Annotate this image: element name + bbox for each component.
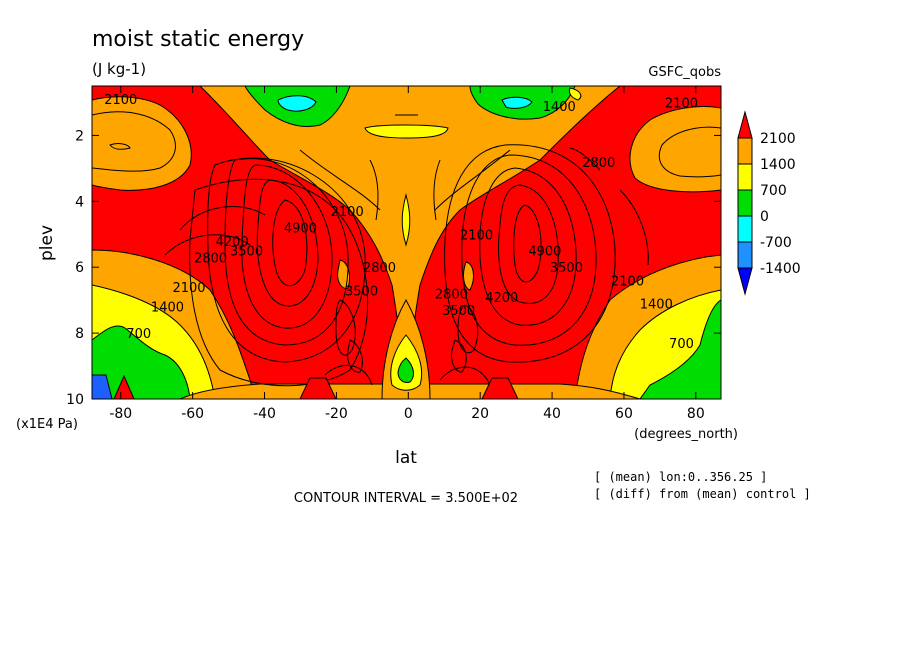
contour-label: 2100 (460, 228, 493, 243)
contour-lines-right (439, 144, 649, 386)
contour-label: 4200 (485, 291, 518, 306)
model-label: GSFC_qobs (648, 65, 721, 80)
x-tick-label: 40 (543, 406, 561, 422)
contour-labels: 2100 210014002800490021004200350028002100… (104, 93, 698, 352)
colorbar-label: -1400 (760, 261, 801, 277)
y-tick-label: 10 (66, 392, 84, 408)
contour-label: 3500 (550, 261, 583, 276)
y-tick-label: 2 (75, 128, 84, 144)
colorbar: 2100 1400 700 0 -700 -1400 (737, 110, 801, 296)
fill-orange-pocket-right (462, 261, 474, 291)
contour-label: 1400 (543, 100, 576, 115)
note-mean-lon: [ (mean) lon:0..356.25 ] (594, 470, 767, 484)
fill-upper-left-orange (92, 96, 192, 191)
x-tick-label: 0 (404, 406, 413, 422)
colorbar-label: 0 (760, 209, 769, 225)
contour-label: 2100 (172, 281, 205, 296)
colorbar-swatch (737, 241, 753, 269)
colorbar-arrow-bottom (737, 267, 753, 296)
contour-lines-left (164, 157, 373, 387)
fill-lower-left-redtip (113, 374, 135, 399)
contour-label: 4200 (216, 235, 249, 250)
y-axis-label: plev (37, 225, 57, 261)
contour-label: 2800 (582, 156, 615, 171)
contour-label: 4900 (284, 222, 317, 237)
note-diff-control: [ (diff) from (mean) control ] (594, 487, 811, 501)
colorbar-swatch (737, 137, 753, 165)
fill-surface-red-tri-1 (299, 377, 337, 399)
fill-lower-left-blue (92, 374, 113, 399)
fill-lower-right-green (639, 299, 721, 399)
fill-top-left-cyan (277, 95, 317, 112)
colorbar-arrow-top (737, 110, 753, 139)
contour-label: 2100 (104, 93, 137, 108)
x-tick-label: -40 (253, 406, 276, 422)
contour-interval-text: CONTOUR INTERVAL = 3.500E+02 (294, 491, 518, 506)
chart-units: (J kg-1) (92, 60, 146, 78)
colorbar-swatch (737, 215, 753, 243)
colorbar-label: 700 (760, 183, 787, 199)
contour-label: 1400 (640, 297, 673, 312)
fill-top-right-cyan (501, 96, 533, 109)
y-axis-units: (x1E4 Pa) (16, 417, 78, 432)
contour-label: 2100 (665, 96, 698, 111)
contour-label: 3500 (345, 284, 378, 299)
contour-label: 700 (669, 337, 694, 352)
chart-title: moist static energy (92, 27, 304, 52)
colorbar-swatch (737, 189, 753, 217)
contour-label: 700 (126, 327, 151, 342)
y-tick-label: 6 (75, 260, 84, 276)
x-tick-label: -20 (325, 406, 348, 422)
x-tick-label: -60 (181, 406, 204, 422)
fill-top-small-yellow-right (569, 87, 582, 101)
colorbar-label: -700 (760, 235, 792, 251)
contour-label: 2100 (331, 205, 364, 220)
x-tick-label: 80 (687, 406, 705, 422)
contour-label: 2800 (363, 261, 396, 276)
colorbar-label: 1400 (760, 157, 796, 173)
contour-lines-upper (92, 111, 721, 221)
colorbar-swatch (737, 163, 753, 191)
contour-label: 3500 (442, 304, 475, 319)
colorbar-label: 2100 (760, 131, 796, 147)
contour-label: 2800 (435, 288, 468, 303)
x-axis: -80 -60 -40 -20 0 20 40 60 80 (109, 86, 705, 422)
x-tick-label: -80 (109, 406, 132, 422)
y-tick-label: 8 (75, 326, 84, 342)
contour-label: 4900 (528, 245, 561, 260)
y-tick-label: 4 (75, 194, 84, 210)
contour-label: 2100 (611, 274, 644, 289)
contour-label: 1400 (151, 301, 184, 316)
contour-plot-area (92, 86, 721, 399)
y-axis: 2 4 6 8 10 (66, 128, 721, 408)
fill-top-center-yellow (364, 124, 449, 139)
fill-center-bottom-green (397, 357, 414, 383)
contour-label: 3500 (230, 245, 263, 260)
x-tick-label: 20 (471, 406, 489, 422)
x-axis-label: lat (395, 448, 417, 468)
contour-label: 2800 (194, 251, 227, 266)
x-axis-units: (degrees_north) (634, 427, 738, 442)
fill-lower-left-green (92, 325, 191, 399)
fill-center-yellow-sliver (401, 193, 411, 247)
fill-surface-red-tri-2 (481, 377, 519, 399)
plot-frame (91, 85, 722, 400)
x-tick-label: 60 (615, 406, 633, 422)
